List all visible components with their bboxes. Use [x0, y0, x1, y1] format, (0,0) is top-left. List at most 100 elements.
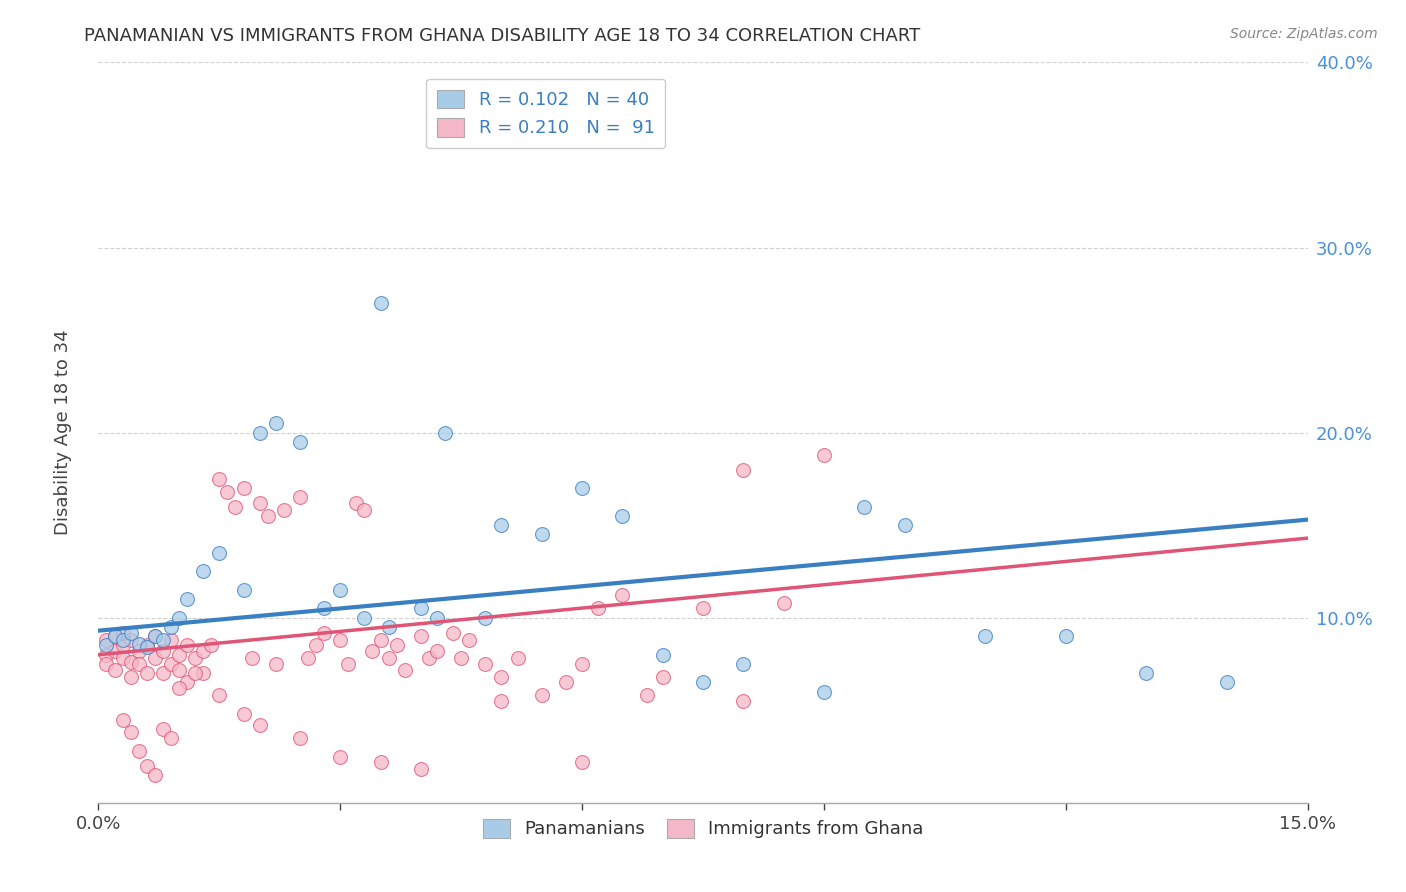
Point: [103, 644, 125, 658]
Point: [111, 639, 134, 653]
Point: [692, 601, 714, 615]
Point: [377, 651, 399, 665]
Point: [96, 639, 118, 653]
Point: [249, 496, 271, 510]
Point: [353, 503, 375, 517]
Legend: Panamanians, Immigrants from Ghana: Panamanians, Immigrants from Ghana: [475, 812, 931, 846]
Point: [103, 629, 125, 643]
Point: [394, 663, 416, 677]
Point: [612, 508, 634, 523]
Point: [240, 651, 263, 665]
Point: [167, 610, 190, 624]
Point: [1054, 629, 1077, 643]
Point: [176, 592, 198, 607]
Point: [135, 639, 157, 653]
Point: [135, 640, 157, 655]
Point: [377, 620, 399, 634]
Point: [530, 689, 553, 703]
Point: [273, 503, 295, 517]
Point: [571, 481, 593, 495]
Point: [612, 589, 634, 603]
Point: [120, 725, 142, 739]
Point: [256, 508, 278, 523]
Point: [143, 629, 166, 643]
Point: [176, 639, 198, 653]
Point: [361, 644, 384, 658]
Point: [160, 632, 183, 647]
Point: [692, 675, 714, 690]
Point: [813, 685, 835, 699]
Point: [370, 296, 392, 310]
Point: [120, 632, 142, 647]
Point: [120, 670, 142, 684]
Point: [184, 651, 207, 665]
Point: [426, 644, 449, 658]
Point: [474, 657, 496, 671]
Point: [232, 706, 254, 721]
Point: [314, 625, 336, 640]
Point: [193, 565, 215, 579]
Point: [167, 663, 190, 677]
Point: [733, 694, 755, 708]
Point: [96, 648, 118, 662]
Point: [135, 758, 157, 772]
Point: [418, 651, 440, 665]
Point: [329, 749, 352, 764]
Point: [329, 582, 352, 597]
Point: [232, 481, 254, 495]
Point: [160, 620, 183, 634]
Point: [813, 448, 835, 462]
Point: [152, 644, 174, 658]
Point: [120, 625, 142, 640]
Point: [96, 657, 118, 671]
Point: [426, 610, 449, 624]
Point: [344, 496, 367, 510]
Point: [772, 596, 794, 610]
Point: [128, 644, 150, 658]
Point: [167, 648, 190, 662]
Point: [288, 491, 311, 505]
Point: [167, 681, 190, 695]
Point: [152, 666, 174, 681]
Point: [314, 601, 336, 615]
Point: [385, 639, 408, 653]
Point: [152, 632, 174, 647]
Point: [409, 629, 432, 643]
Point: [224, 500, 246, 514]
Point: [103, 629, 125, 643]
Point: [337, 657, 360, 671]
Point: [733, 657, 755, 671]
Point: [208, 689, 231, 703]
Point: [288, 434, 311, 449]
Point: [450, 651, 472, 665]
Point: [586, 601, 609, 615]
Point: [530, 527, 553, 541]
Point: [208, 546, 231, 560]
Point: [217, 484, 239, 499]
Point: [409, 763, 432, 777]
Point: [264, 657, 287, 671]
Point: [128, 637, 150, 651]
Point: [193, 644, 215, 658]
Point: [96, 632, 118, 647]
Point: [370, 755, 392, 769]
Point: [143, 651, 166, 665]
Text: PANAMANIAN VS IMMIGRANTS FROM GHANA DISABILITY AGE 18 TO 34 CORRELATION CHART: PANAMANIAN VS IMMIGRANTS FROM GHANA DISA…: [84, 27, 921, 45]
Point: [152, 722, 174, 736]
Point: [288, 731, 311, 745]
Point: [1216, 675, 1239, 690]
Point: [135, 666, 157, 681]
Point: [353, 610, 375, 624]
Point: [249, 425, 271, 440]
Point: [200, 639, 222, 653]
Point: [571, 657, 593, 671]
Point: [111, 713, 134, 727]
Point: [160, 657, 183, 671]
Point: [555, 675, 578, 690]
Point: [434, 425, 457, 440]
Point: [506, 651, 529, 665]
Point: [733, 462, 755, 476]
Point: [143, 629, 166, 643]
Point: [160, 731, 183, 745]
Point: [491, 670, 513, 684]
